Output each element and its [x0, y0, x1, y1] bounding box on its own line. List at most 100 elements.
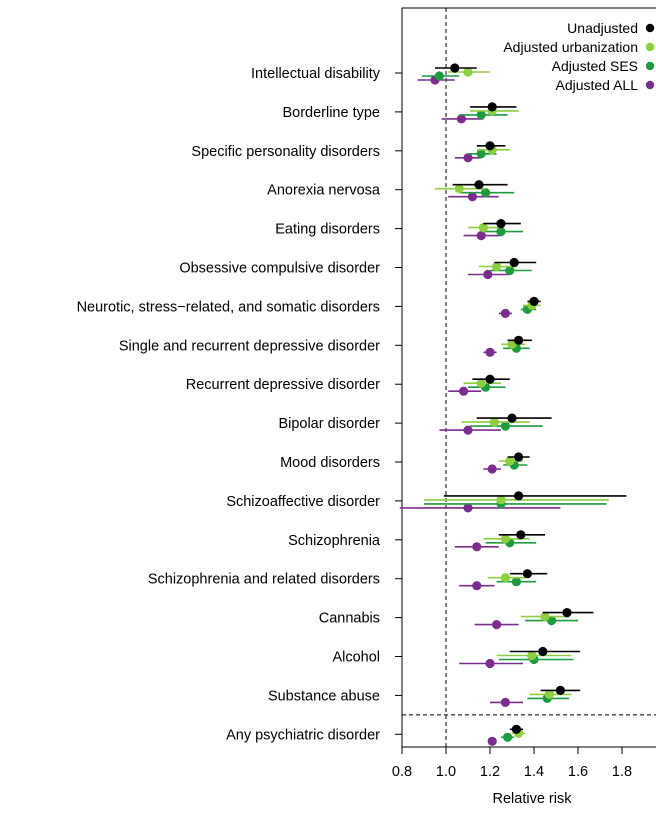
- point-estimate: [500, 697, 510, 708]
- legend-label: Adjusted urbanization: [503, 39, 638, 55]
- point-estimate: [496, 495, 506, 505]
- category-label: Any psychiatric disorder: [226, 727, 380, 743]
- point-estimate: [463, 67, 473, 77]
- category-label: Schizophrenia and related disorders: [148, 572, 380, 588]
- point-estimate: [454, 184, 464, 194]
- series-adjusted-ses: [421, 71, 607, 742]
- point-estimate: [485, 141, 495, 151]
- point-estimate: [562, 608, 572, 618]
- category-label: Single and recurrent depressive disorder: [119, 338, 380, 354]
- point-estimate: [511, 724, 521, 734]
- point-estimate: [522, 569, 533, 579]
- x-tick-label: 1.0: [436, 764, 456, 780]
- category-label: Borderline type: [282, 105, 380, 121]
- category-label: Recurrent depressive disorder: [186, 377, 380, 393]
- point-estimate: [489, 417, 499, 427]
- point-estimate: [463, 153, 473, 163]
- category-label: Alcohol: [332, 650, 380, 666]
- point-estimate: [456, 114, 466, 124]
- category-label: Substance abuse: [268, 688, 380, 704]
- point-estimate: [472, 542, 482, 552]
- point-estimate: [476, 231, 486, 241]
- point-estimate: [540, 612, 550, 622]
- point-estimate: [509, 257, 519, 268]
- series-adjusted-all: [399, 75, 561, 746]
- point-estimate: [478, 223, 488, 233]
- category-label: Bipolar disorder: [278, 416, 380, 432]
- point-estimate: [463, 425, 473, 435]
- point-estimate: [555, 685, 566, 696]
- legend-label: Adjusted SES: [552, 58, 638, 74]
- legend-label: Adjusted ALL: [555, 77, 638, 93]
- chart-marks: [399, 63, 627, 746]
- category-label: Schizophrenia: [288, 533, 381, 549]
- x-tick-label: 1.8: [612, 764, 632, 780]
- plot-frame: [401, 7, 656, 748]
- point-estimate: [516, 530, 526, 540]
- point-estimate: [496, 219, 506, 229]
- point-estimate: [487, 736, 497, 746]
- category-label: Cannabis: [319, 611, 380, 627]
- point-estimate: [544, 689, 555, 700]
- point-estimate: [485, 374, 495, 384]
- point-estimate: [492, 261, 502, 272]
- point-estimate: [500, 534, 510, 544]
- point-estimate: [500, 421, 510, 431]
- point-estimate: [467, 192, 477, 202]
- category-labels: Intellectual disability Borderline type Sp…: [77, 66, 381, 743]
- category-label: Mood disorders: [280, 455, 380, 471]
- legend-label: Unadjusted: [567, 20, 638, 36]
- point-estimate: [483, 269, 493, 280]
- point-estimate: [507, 339, 517, 349]
- point-estimate: [514, 452, 524, 462]
- point-estimate: [547, 616, 557, 626]
- category-label: Specific personality disorders: [191, 144, 380, 160]
- legend-marker: [645, 61, 655, 71]
- point-estimate: [496, 227, 506, 237]
- point-estimate: [487, 464, 497, 474]
- category-label: Intellectual disability: [251, 66, 381, 82]
- point-estimate: [503, 732, 513, 742]
- point-estimate: [500, 308, 510, 318]
- point-estimate: [492, 620, 502, 630]
- point-estimate: [507, 413, 517, 423]
- legend-marker: [645, 23, 655, 33]
- point-estimate: [459, 386, 469, 396]
- point-estimate: [538, 646, 548, 657]
- point-estimate: [481, 188, 491, 198]
- point-estimate: [511, 577, 521, 587]
- point-estimate: [450, 63, 460, 73]
- x-axis-title: Relative risk: [493, 791, 573, 807]
- axes: 0.8 1.0 1.2 1.4 1.6 1.8: [392, 7, 656, 780]
- legend: Unadjusted Adjusted urbanization Adjusted …: [503, 20, 655, 93]
- category-label: Schizoaffective disorder: [226, 494, 380, 510]
- point-estimate: [463, 503, 473, 513]
- point-estimate: [505, 265, 515, 276]
- series-unadjusted: [435, 63, 627, 734]
- point-estimate: [476, 378, 486, 388]
- point-estimate: [476, 149, 486, 159]
- x-tick-label: 1.6: [568, 764, 588, 780]
- x-tick-label: 1.2: [480, 764, 500, 780]
- point-estimate: [476, 110, 486, 120]
- x-tick-label: 1.4: [524, 764, 544, 780]
- point-estimate: [505, 456, 515, 466]
- legend-marker: [645, 80, 655, 90]
- series-adjusted-urbanization: [424, 67, 609, 738]
- point-estimate: [434, 71, 444, 81]
- point-estimate: [474, 180, 484, 190]
- point-estimate: [514, 491, 524, 501]
- category-label: Eating disorders: [275, 222, 380, 238]
- point-estimate: [527, 650, 537, 661]
- point-estimate: [472, 581, 482, 591]
- point-estimate: [485, 658, 495, 669]
- point-estimate: [500, 573, 510, 583]
- point-estimate: [529, 296, 539, 306]
- category-label: Neurotic, stress−related, and somatic di…: [77, 299, 380, 315]
- legend-marker: [645, 42, 655, 52]
- category-label: Anorexia nervosa: [267, 183, 381, 199]
- x-tick-label: 0.8: [392, 764, 412, 780]
- category-label: Obsessive compulsive disorder: [179, 261, 380, 277]
- point-estimate: [485, 347, 495, 357]
